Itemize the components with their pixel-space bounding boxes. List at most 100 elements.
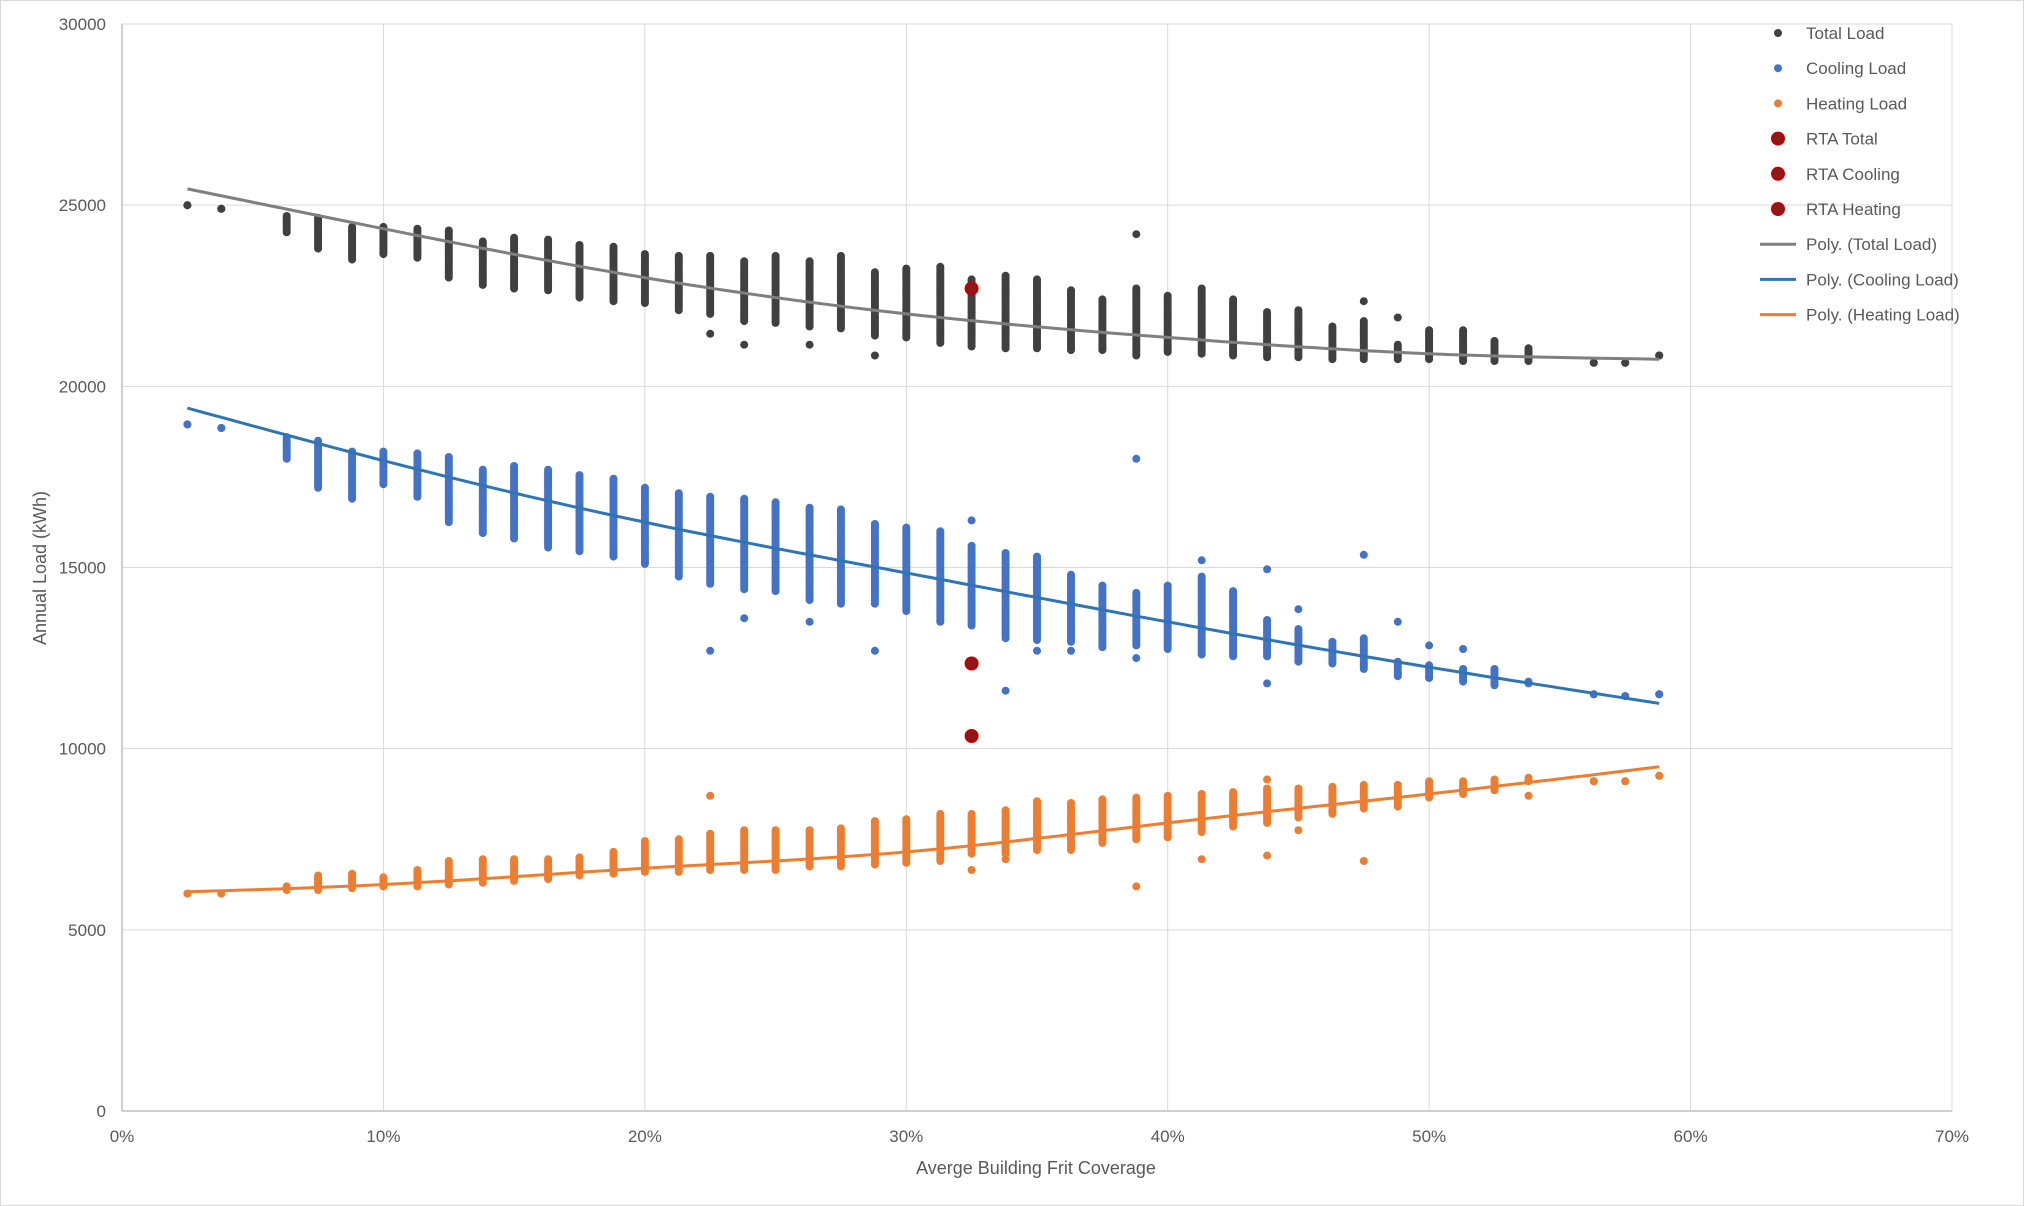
y-tick-label: 20000: [59, 377, 106, 396]
cooling-load-point: [444, 453, 453, 461]
total-load-point: [805, 257, 814, 266]
heating-load-point: [1001, 806, 1010, 815]
cooling-load-point: [1163, 581, 1172, 590]
legend-label: Poly. (Heating Load): [1806, 306, 1960, 325]
legend-item: Total Load: [1774, 24, 1884, 43]
total-load-point: [1393, 340, 1402, 349]
heating-load-point: [902, 815, 911, 824]
total-load-point: [1067, 286, 1075, 295]
cooling-load-point: [609, 474, 618, 483]
legend-marker-swatch: [1771, 202, 1785, 216]
x-tick-label: 50%: [1412, 1127, 1446, 1146]
total-load-point: [1132, 230, 1141, 239]
total-load-point: [1197, 284, 1206, 293]
legend-item: Poly. (Total Load): [1760, 235, 1937, 254]
cooling-load-point: [1229, 587, 1238, 596]
y-tick-label: 25000: [59, 196, 106, 215]
total-load-point: [183, 201, 192, 210]
heating-load-point: [1098, 795, 1107, 804]
total-load-point: [1393, 313, 1402, 322]
cooling-load-point: [1067, 570, 1075, 579]
heating-load-point: [1163, 791, 1172, 800]
total-load-point: [1132, 284, 1141, 293]
cooling-load-point: [575, 471, 584, 480]
total-load-point: [1033, 275, 1041, 284]
x-tick-label: 70%: [1935, 1127, 1969, 1146]
x-tick-label: 0%: [110, 1127, 135, 1146]
trendlines: [187, 187, 1660, 894]
heating-load-point: [1263, 851, 1272, 860]
legend: Total Load Cooling Load Heating Load RTA To…: [1760, 24, 1960, 325]
x-tick-label: 20%: [628, 1127, 662, 1146]
cooling-load-point: [1197, 572, 1206, 581]
total-load-point: [544, 235, 553, 244]
heating-load-point: [1294, 784, 1303, 793]
grid-lines: [122, 23, 1953, 1111]
cooling-load-point: [1067, 646, 1075, 655]
cooling-load-point: [1132, 588, 1141, 597]
cooling-load-point: [706, 492, 715, 501]
total-load-point: [967, 275, 976, 284]
cooling-load-point: [1197, 556, 1206, 565]
heating-load-point: [1132, 882, 1141, 891]
heating-load-point: [1033, 797, 1041, 806]
cooling-load-point: [510, 462, 519, 470]
heating-load-point: [314, 871, 323, 880]
x-tick-label: 40%: [1151, 1127, 1185, 1146]
axes: 0 5000 10000 15000 20000 25000 30000 0% 10% 20% 30…: [59, 15, 1969, 1146]
cooling-load-point: [1393, 617, 1402, 626]
heating-load-point: [1197, 790, 1206, 798]
heating-load-point: [1328, 782, 1337, 791]
cooling-load-point: [1263, 565, 1272, 574]
total-load-point: [740, 340, 749, 349]
total-load-point: [1229, 295, 1238, 304]
heating-load-point: [870, 817, 879, 826]
total-load-point: [771, 251, 780, 260]
cooling-load-point: [217, 424, 226, 432]
cooling-load-point: [674, 489, 683, 498]
total-load-point: [1425, 326, 1434, 335]
legend-label: Heating Load: [1806, 94, 1907, 113]
legend-marker-swatch: [1771, 131, 1785, 146]
total-load-point: [444, 226, 453, 235]
legend-label: RTA Heating: [1806, 200, 1901, 219]
heating-load-point: [805, 826, 814, 835]
y-axis-title: Annual Load (kWh): [30, 491, 50, 645]
total-load-point: [1490, 337, 1499, 345]
cooling-load-point: [379, 447, 388, 456]
total-load-point: [348, 222, 357, 231]
cooling-load-point: [1033, 646, 1041, 655]
legend-label: RTA Cooling: [1806, 165, 1900, 184]
total-load-point: [413, 224, 422, 233]
heating-load-point: [967, 809, 976, 818]
rta-total-point: [964, 281, 979, 296]
total-load-point: [1328, 322, 1337, 331]
heating-load-point: [706, 791, 715, 800]
total-load-point: [609, 242, 618, 251]
rta-heating-point: [964, 729, 979, 743]
cooling-load-point: [544, 465, 553, 474]
total-load-point: [478, 237, 487, 246]
cooling-load-point: [967, 541, 976, 550]
cooling-load-point: [1263, 679, 1272, 688]
heating-load-point: [1655, 771, 1664, 780]
heating-load-point: [836, 824, 845, 833]
heating-load-point: [1490, 775, 1499, 784]
cooling-load-point: [1001, 686, 1010, 695]
cooling-load-point: [936, 527, 945, 536]
cooling-load-point: [740, 614, 749, 623]
cooling-load-point: [640, 483, 649, 492]
trendline-poly-total-load: [187, 187, 1660, 361]
heating-load-point: [444, 857, 453, 865]
cooling-load-point: [1359, 634, 1368, 643]
heating-load-point: [674, 835, 683, 844]
legend-item: Cooling Load: [1774, 59, 1906, 78]
total-load-point: [1655, 351, 1664, 360]
y-tick-label: 0: [97, 1102, 106, 1121]
heating-load-point: [1524, 791, 1533, 800]
total-load-point: [282, 212, 291, 220]
cooling-load-point: [967, 516, 976, 525]
cooling-load-point: [1655, 690, 1664, 699]
y-tick-label: 15000: [59, 559, 106, 578]
